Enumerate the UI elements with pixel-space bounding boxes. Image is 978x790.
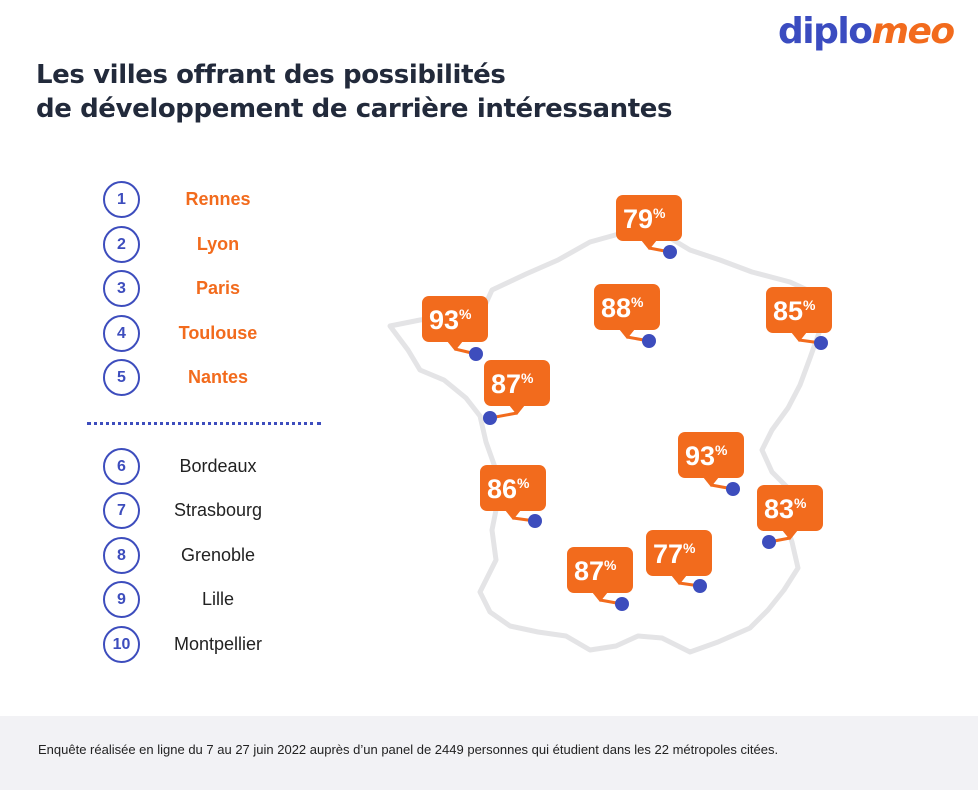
rank-number-badge: 1 <box>103 181 140 218</box>
rank-city-name: Lille <box>201 589 235 609</box>
percentage-marker: 93% <box>678 432 744 496</box>
logo-text-part1: diplo <box>778 11 873 52</box>
marker-pointer <box>447 341 463 351</box>
marker-percentage: 86% <box>487 474 530 504</box>
marker-bubble <box>646 530 712 576</box>
rank-number-badge: 4 <box>103 315 140 352</box>
marker-percentage: 79% <box>623 204 666 234</box>
marker-percentage: 88% <box>601 293 644 323</box>
city-location-dot <box>814 336 828 350</box>
rank-city-name: Lyon <box>196 234 240 254</box>
marker-pointer <box>782 530 798 540</box>
ranking-item: 3 Paris <box>103 270 333 308</box>
ranking-separator <box>87 422 321 425</box>
marker-percentage: 77% <box>653 539 696 569</box>
marker-pointer <box>671 575 687 585</box>
city-location-dot <box>528 514 542 528</box>
ranking-item: 4 Toulouse <box>103 315 333 353</box>
city-location-dot <box>762 535 776 549</box>
marker-bubble <box>678 432 744 478</box>
city-location-dot <box>469 347 483 361</box>
rank-city-name: Rennes <box>185 189 251 209</box>
rank-city-name: Toulouse <box>178 323 258 343</box>
marker-pointer <box>592 592 608 602</box>
rank-number-badge: 7 <box>103 492 140 529</box>
rank-number-badge: 10 <box>103 626 140 663</box>
ranking-item: 7 Strasbourg <box>103 492 333 530</box>
rank-number-badge: 9 <box>103 581 140 618</box>
rank-number-badge: 6 <box>103 448 140 485</box>
footer-banner: Enquête réalisée en ligne du 7 au 27 jui… <box>0 716 978 790</box>
marker-bubble <box>757 485 823 531</box>
rank-number-badge: 5 <box>103 359 140 396</box>
page-title: Les villes offrant des possibilités de d… <box>36 58 673 126</box>
city-location-dot <box>483 411 497 425</box>
ranking-item: 8 Grenoble <box>103 537 333 575</box>
marker-percentage: 87% <box>574 556 617 586</box>
rank-city-name: Bordeaux <box>179 456 257 476</box>
diplomeo-logo: diplomeo <box>778 11 955 52</box>
city-location-dot <box>615 597 629 611</box>
rank-city-name: Grenoble <box>180 545 256 565</box>
marker-pointer <box>641 240 657 250</box>
ranking-item: 1 Rennes <box>103 181 333 219</box>
city-location-dot <box>726 482 740 496</box>
marker-percentage: 83% <box>764 494 807 524</box>
percentage-marker: 93% <box>422 296 488 361</box>
city-location-dot <box>693 579 707 593</box>
ranking-item: 9 Lille <box>103 581 333 619</box>
logo-text-part2: meo <box>871 11 955 52</box>
marker-percentage: 87% <box>491 369 534 399</box>
percentage-marker: 77% <box>646 530 712 593</box>
ranking-item: 6 Bordeaux <box>103 448 333 486</box>
marker-pointer <box>791 332 807 342</box>
percentage-marker: 79% <box>616 195 682 259</box>
marker-percentage: 85% <box>773 296 816 326</box>
title-line-2: de développement de carrière intéressant… <box>36 94 673 124</box>
rank-city-name: Strasbourg <box>173 500 263 520</box>
rank-city-name: Paris <box>195 278 241 298</box>
percentage-marker: 87% <box>567 547 633 611</box>
title-line-1: Les villes offrant des possibilités <box>36 60 506 90</box>
marker-pointer <box>619 329 635 339</box>
marker-bubble <box>480 465 546 511</box>
rank-number-badge: 3 <box>103 270 140 307</box>
marker-pointer <box>509 405 525 415</box>
marker-bubble <box>422 296 488 342</box>
percentage-marker: 87% <box>483 360 550 425</box>
percentage-marker: 88% <box>594 284 660 348</box>
rank-number-badge: 2 <box>103 226 140 263</box>
marker-bubble <box>567 547 633 593</box>
marker-bubble <box>484 360 550 406</box>
ranking-item: 10 Montpellier <box>103 626 333 664</box>
percentage-marker: 83% <box>757 485 823 549</box>
marker-pointer <box>505 510 521 520</box>
rank-number-badge: 8 <box>103 537 140 574</box>
marker-bubble <box>616 195 682 241</box>
ranking-item: 2 Lyon <box>103 226 333 264</box>
marker-bubble <box>594 284 660 330</box>
marker-bubble <box>766 287 832 333</box>
ranking-item: 5 Nantes <box>103 359 333 397</box>
marker-percentage: 93% <box>685 441 728 471</box>
percentage-markers: 79% 88% 85% 93% 87% 93% 86% 83% 77% 87% <box>422 195 832 611</box>
marker-percentage: 93% <box>429 305 472 335</box>
rank-city-name: Montpellier <box>173 634 263 654</box>
city-ranking-list: 1 Rennes 2 Lyon 3 Paris 4 Toulouse 5 Nan… <box>0 0 340 680</box>
city-location-dot <box>663 245 677 259</box>
rank-city-name: Nantes <box>187 367 249 387</box>
marker-pointer <box>703 477 719 487</box>
survey-note: Enquête réalisée en ligne du 7 au 27 jui… <box>38 742 779 757</box>
france-map: 79% 88% 85% 93% 87% 93% 86% 83% 77% 87% <box>387 195 832 655</box>
percentage-marker: 86% <box>480 465 546 528</box>
percentage-marker: 85% <box>766 287 832 350</box>
city-location-dot <box>642 334 656 348</box>
